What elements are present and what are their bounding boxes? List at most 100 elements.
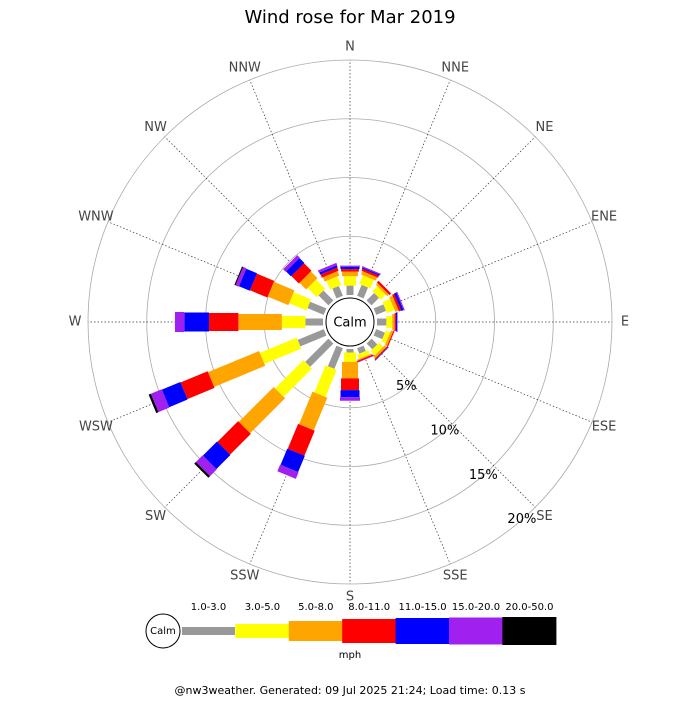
bar-segment bbox=[356, 355, 375, 364]
bar-segment bbox=[370, 342, 384, 356]
r-tick-label: 15% bbox=[469, 468, 498, 483]
bar-segment bbox=[267, 281, 295, 306]
bar-segment bbox=[346, 349, 354, 353]
bar-segment bbox=[357, 345, 366, 354]
bar-segment bbox=[217, 421, 251, 455]
bar-segment bbox=[238, 268, 258, 291]
chart-title: Wind rose for Mar 2019 bbox=[244, 7, 455, 28]
legend-swatch bbox=[449, 617, 503, 645]
bar-segment bbox=[361, 267, 380, 276]
bar-segment bbox=[249, 273, 275, 298]
bar-segment bbox=[361, 271, 378, 281]
bar-segment bbox=[341, 378, 359, 391]
bar-segment bbox=[320, 267, 339, 278]
bar-segment bbox=[317, 262, 338, 273]
bar-segment bbox=[376, 280, 392, 296]
direction-label: SW bbox=[145, 509, 166, 524]
bar-segment bbox=[373, 345, 387, 359]
bar-segment bbox=[307, 301, 327, 315]
bar-segment bbox=[340, 265, 360, 267]
bar-segment bbox=[238, 314, 282, 330]
bar-segment bbox=[322, 271, 340, 282]
bar-segment bbox=[259, 337, 302, 364]
bar-segment bbox=[377, 318, 387, 326]
bar-segment bbox=[384, 330, 394, 347]
footer: @nw3weather. Generated: 09 Jul 2025 21:2… bbox=[175, 684, 526, 697]
bar-segment bbox=[174, 312, 185, 332]
bar-segment bbox=[342, 361, 358, 379]
bar-segment bbox=[299, 271, 318, 290]
calm-circle bbox=[325, 297, 375, 347]
bar-segment bbox=[340, 390, 360, 398]
bar-segment bbox=[305, 318, 323, 326]
bar-segment bbox=[209, 313, 239, 331]
bar-segment bbox=[194, 461, 211, 478]
direction-label: NW bbox=[144, 120, 167, 135]
bar-segment bbox=[396, 291, 405, 311]
spoke bbox=[360, 79, 451, 298]
bar-segment bbox=[283, 255, 300, 272]
legend-label: 8.0-11.0 bbox=[348, 602, 390, 613]
bar-segment bbox=[287, 423, 315, 456]
calm-label: Calm bbox=[333, 316, 366, 331]
spoke bbox=[360, 346, 451, 565]
bars bbox=[148, 255, 405, 479]
bar-segment bbox=[299, 391, 328, 431]
legend-label: 11.0-15.0 bbox=[399, 602, 447, 613]
bar-segment bbox=[356, 354, 374, 363]
r-tick-label: 5% bbox=[396, 379, 417, 394]
legend-label: 1.0-3.0 bbox=[191, 602, 226, 613]
bar-segment bbox=[366, 338, 378, 350]
legend-swatch bbox=[502, 617, 557, 645]
bar-segment bbox=[373, 329, 385, 340]
legend-unit: mph bbox=[339, 650, 361, 661]
bar-segment bbox=[280, 448, 305, 473]
legend-label: 20.0-50.0 bbox=[505, 602, 553, 613]
bar-segment bbox=[394, 313, 396, 331]
r-tick-label: 10% bbox=[430, 424, 459, 439]
legend-calm-label: Calm bbox=[150, 626, 176, 637]
spoke bbox=[374, 332, 593, 423]
spoke bbox=[368, 340, 536, 508]
direction-label: SSW bbox=[230, 569, 260, 584]
bar-segment bbox=[161, 382, 188, 408]
bar-segment bbox=[381, 330, 391, 344]
bar-segment bbox=[394, 292, 404, 311]
direction-label: S bbox=[346, 590, 354, 605]
bar-segment bbox=[395, 312, 397, 332]
bar-segment bbox=[238, 386, 286, 434]
direction-label: NNE bbox=[441, 60, 469, 75]
direction-label: NNW bbox=[229, 60, 261, 75]
bar-segment bbox=[314, 365, 337, 398]
bar-segment bbox=[297, 329, 327, 347]
bar-segment bbox=[374, 346, 389, 361]
direction-label: ESE bbox=[592, 420, 617, 435]
spoke bbox=[374, 221, 593, 312]
bar-segment bbox=[357, 350, 370, 360]
legend-swatch bbox=[235, 624, 290, 638]
legend-label: 15.0-20.0 bbox=[452, 602, 500, 613]
spoke bbox=[368, 136, 536, 304]
bar-segment bbox=[281, 316, 306, 328]
bar-segment bbox=[386, 330, 395, 348]
bar-segment bbox=[344, 352, 356, 362]
bar-segment bbox=[357, 284, 369, 299]
bar-segment bbox=[373, 304, 387, 315]
bar-segment bbox=[234, 266, 244, 286]
bar-segment bbox=[277, 464, 299, 479]
legend-swatch bbox=[182, 627, 235, 635]
bar-segment bbox=[202, 441, 231, 470]
legend-swatch bbox=[288, 621, 343, 641]
bar-segment bbox=[341, 269, 359, 272]
bar-segment bbox=[372, 286, 386, 300]
bar-segment bbox=[386, 316, 393, 328]
bar-segment bbox=[344, 276, 356, 286]
direction-label: SSE bbox=[443, 569, 468, 584]
legend-swatch bbox=[395, 618, 450, 644]
bar-segment bbox=[359, 275, 374, 289]
bar-segment bbox=[340, 397, 360, 401]
direction-label: E bbox=[621, 315, 629, 330]
direction-label: WNW bbox=[78, 209, 114, 224]
direction-label: ENE bbox=[591, 209, 617, 224]
legend-calm-circle bbox=[145, 613, 181, 649]
